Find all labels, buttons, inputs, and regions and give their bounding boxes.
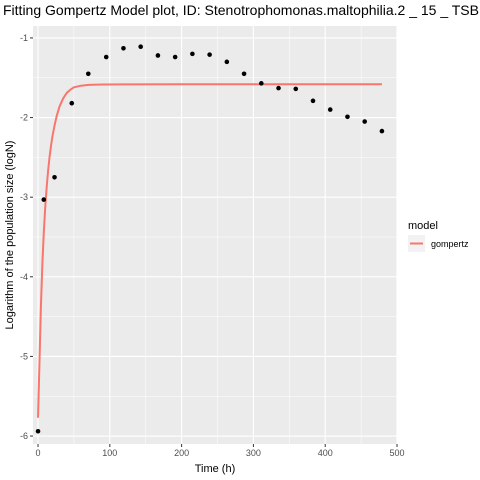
y-tick-label: -4	[20, 272, 28, 282]
data-point	[379, 128, 385, 134]
y-tick-label: -6	[20, 431, 28, 441]
data-point	[241, 71, 247, 77]
data-point	[85, 71, 91, 77]
x-tick-label: 400	[318, 448, 333, 458]
legend-title: model	[408, 220, 438, 232]
data-point	[172, 54, 178, 60]
data-point	[276, 85, 281, 91]
data-point	[327, 107, 333, 112]
gridlines	[33, 26, 398, 444]
legend: model gompertz	[408, 220, 469, 252]
data-point	[310, 98, 316, 104]
chart-title: Fitting Gompertz Model plot, ID: Stenotr…	[3, 2, 479, 18]
data-point	[155, 53, 161, 58]
data-point	[103, 54, 109, 60]
observed-points	[35, 44, 385, 434]
y-axis: -6 -5 -4 -3 -2 -1	[20, 33, 33, 441]
data-point	[35, 428, 41, 434]
data-point	[190, 51, 195, 57]
data-point	[69, 100, 75, 106]
x-tick-label: 0	[36, 448, 41, 458]
x-axis-title: Time (h)	[195, 463, 236, 475]
data-point	[293, 86, 299, 92]
y-axis-title: Logarithm of the population size (logN)	[4, 141, 16, 330]
plot-panel	[33, 26, 397, 444]
y-tick-label: -5	[20, 351, 28, 361]
y-tick-label: -2	[20, 113, 28, 123]
y-tick-label: -1	[20, 33, 28, 43]
data-point	[121, 45, 126, 51]
data-point	[224, 59, 230, 65]
data-point	[52, 174, 57, 180]
data-point	[138, 44, 143, 50]
x-tick-label: 200	[174, 448, 189, 458]
data-point	[362, 119, 367, 124]
legend-label-gompertz: gompertz	[431, 239, 469, 249]
x-tick-label: 100	[102, 448, 117, 458]
x-tick-label: 300	[246, 448, 261, 458]
series-layer	[37, 83, 382, 418]
x-tick-label: 500	[389, 448, 404, 458]
y-tick-label: -3	[20, 192, 28, 202]
data-point	[345, 114, 350, 120]
data-point	[207, 52, 212, 57]
series-line-gompertz	[37, 83, 382, 418]
x-axis: 0 100 200 300 400 500	[36, 444, 405, 458]
data-point	[41, 197, 47, 202]
data-point	[259, 81, 264, 86]
